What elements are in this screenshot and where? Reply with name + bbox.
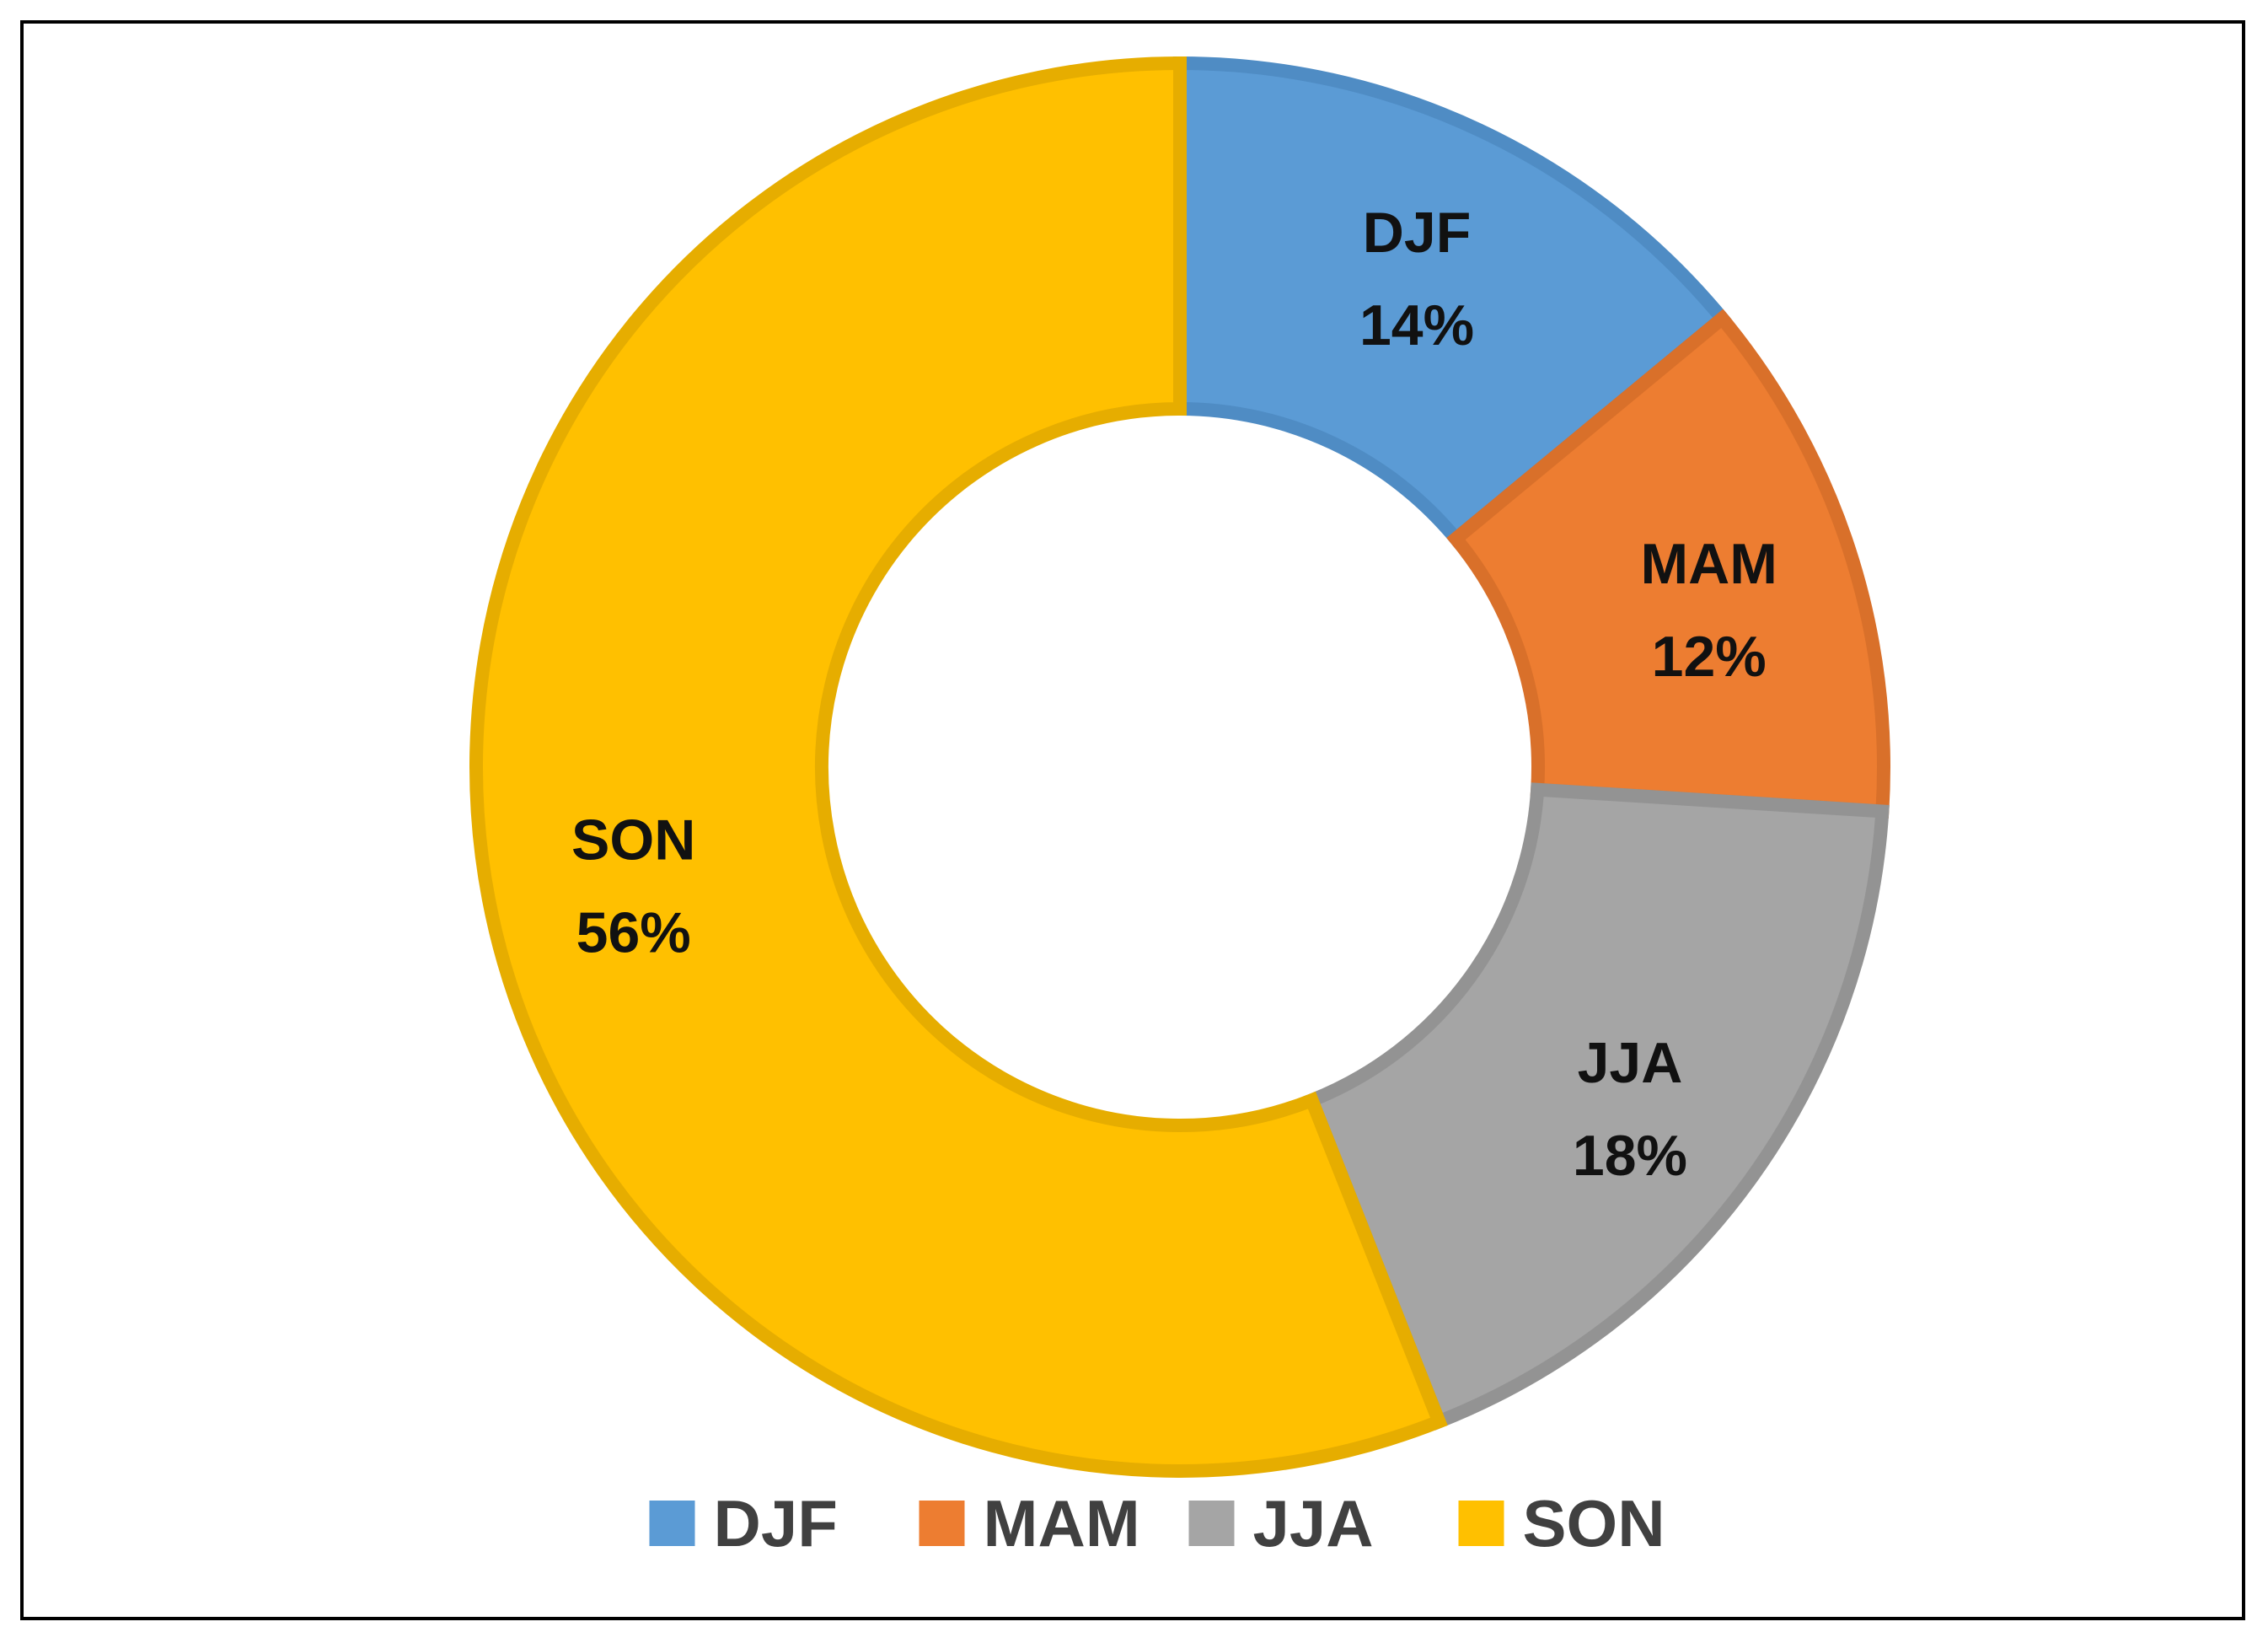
slice-jja (1303, 782, 1890, 1431)
slice-label-category-djf: DJF (1363, 201, 1471, 265)
legend-swatch-jja (1188, 1501, 1235, 1546)
slice-label-category-jja: JJA (1578, 1031, 1683, 1095)
legend-swatch-djf (649, 1501, 695, 1546)
slice-djf (1173, 56, 1732, 549)
donut-slices (469, 56, 1890, 1478)
legend: DJF MAM JJA SON (649, 1486, 1665, 1560)
slice-label-value-mam: 12% (1652, 625, 1767, 689)
slice-label-value-djf: 14% (1359, 293, 1474, 357)
legend-swatch-son (1458, 1501, 1504, 1546)
legend-label-son: SON (1523, 1486, 1665, 1560)
legend-label-jja: JJA (1253, 1486, 1374, 1560)
slice-label-category-son: SON (571, 808, 695, 873)
slice-son (469, 56, 1448, 1478)
legend-swatch-mam (919, 1501, 965, 1546)
slice-mam (1446, 309, 1890, 819)
slice-label-value-son: 56% (576, 901, 691, 965)
slice-label-category-mam: MAM (1640, 532, 1777, 596)
legend-label-mam: MAM (984, 1486, 1140, 1560)
legend-label-djf: DJF (714, 1486, 838, 1560)
slice-labels: DJF 14% MAM 12% JJA 18% SON 56% (571, 201, 1777, 1188)
slice-label-value-jja: 18% (1573, 1124, 1687, 1188)
